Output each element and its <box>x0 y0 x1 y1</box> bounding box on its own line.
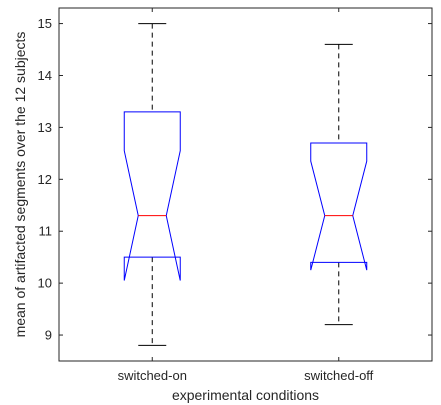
y-axis-ticks: 9 10 11 12 13 14 15 <box>38 16 432 343</box>
x-axis-ticks: switched-on switched-off <box>118 8 374 383</box>
box-switched-on <box>123 23 181 346</box>
x-tick-label: switched-on <box>118 368 187 383</box>
y-tick-label: 14 <box>38 68 52 83</box>
y-tick-label: 11 <box>39 224 53 239</box>
plot-area <box>58 7 433 362</box>
notched-box <box>310 142 368 271</box>
box-series <box>123 23 368 346</box>
y-tick-label: 9 <box>45 328 52 343</box>
y-tick-label: 12 <box>38 172 52 187</box>
y-tick-label: 13 <box>38 120 52 135</box>
y-tick-label: 15 <box>38 16 52 31</box>
box-switched-off <box>310 43 368 326</box>
y-axis-label: mean of artifacted segments over the 12 … <box>12 32 28 338</box>
notched-box <box>123 111 181 281</box>
x-axis-label: experimental conditions <box>172 387 319 403</box>
y-tick-label: 10 <box>38 276 52 291</box>
x-tick-label: switched-off <box>304 368 374 383</box>
